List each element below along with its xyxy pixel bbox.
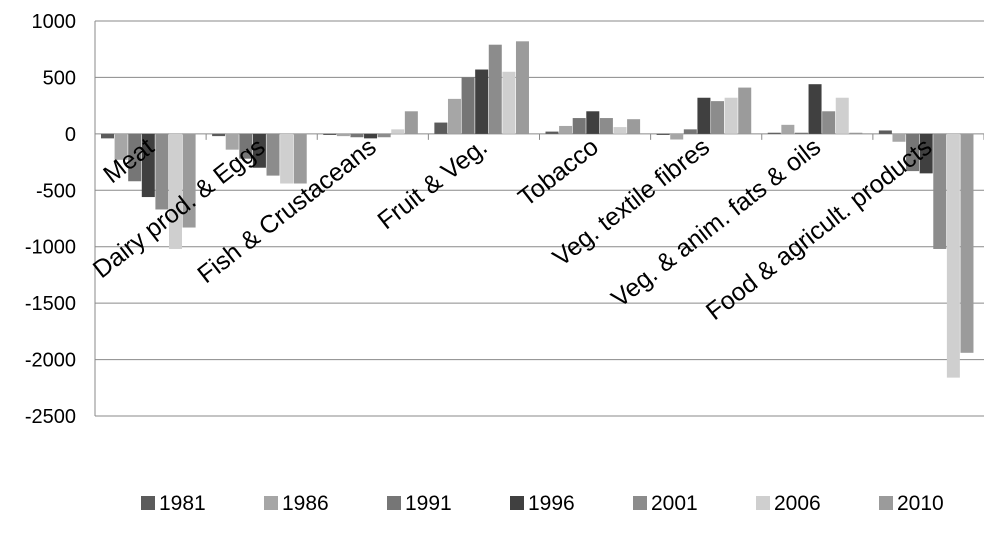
bar-1991-cat-3 (461, 77, 475, 134)
bar-1981-cat-1 (212, 133, 226, 137)
bar-2010-cat-1 (293, 133, 307, 184)
bar-2006-cat-5 (724, 97, 738, 134)
bar-2006-cat-1 (280, 133, 294, 184)
bar-2001-cat-1 (266, 133, 280, 176)
bar-2010-cat-4 (627, 119, 641, 134)
bar-1991-cat-2 (350, 133, 364, 138)
legend-label: 2010 (897, 492, 944, 515)
bar-1991-cat-6 (794, 132, 808, 134)
bar-1986-cat-3 (447, 98, 461, 134)
legend: 1981 1986 1991 1996 2001 2006 2010 (141, 492, 944, 515)
bar-1991-cat-0 (128, 133, 142, 182)
y-tick-label: 0 (65, 124, 76, 146)
y-tick-label: -1500 (25, 293, 76, 315)
bar-1986-cat-5 (670, 133, 684, 140)
bar-1996-cat-1 (252, 133, 266, 168)
bar-1996-cat-6 (808, 84, 822, 134)
y-tick-label: 500 (43, 67, 76, 89)
bar-1981-cat-4 (545, 131, 559, 134)
category-label: Veg. & anim. fats & oils (606, 133, 826, 313)
axes (94, 21, 984, 416)
bar-2010-cat-5 (738, 87, 752, 134)
bar-1986-cat-2 (336, 133, 350, 137)
legend-label: 2001 (651, 492, 698, 515)
bar-1991-cat-7 (906, 133, 920, 172)
legend-label: 1981 (159, 492, 206, 515)
bar-1996-cat-5 (697, 97, 711, 134)
bar-1981-cat-3 (434, 122, 448, 134)
legend-swatch (510, 496, 524, 510)
y-axis-tick-labels: 1000 500 0 -500 -1000 -1500 -2000 -2500 (25, 11, 76, 428)
bar-1996-cat-2 (364, 133, 378, 139)
bar-1986-cat-0 (114, 133, 128, 160)
legend-swatch (879, 496, 893, 510)
legend-swatch (756, 496, 770, 510)
bar-2010-cat-7 (960, 133, 974, 353)
bar-1981-cat-2 (323, 133, 337, 135)
bar-2006-cat-2 (391, 129, 405, 134)
bar-2001-cat-2 (377, 133, 391, 138)
legend-label: 1996 (528, 492, 575, 515)
legend-swatch (264, 496, 278, 510)
bar-1981-cat-5 (656, 133, 670, 135)
bar-2001-cat-4 (599, 118, 613, 134)
category-label: Tobacco (513, 133, 604, 212)
bar-1996-cat-4 (586, 111, 600, 134)
y-tick-label: -2000 (25, 350, 76, 372)
bar-2001-cat-0 (155, 133, 169, 210)
bar-1996-cat-7 (919, 133, 933, 174)
bar-1996-cat-3 (475, 69, 489, 134)
bar-1981-cat-7 (878, 130, 892, 134)
bar-1996-cat-0 (141, 133, 155, 198)
bar-1986-cat-7 (892, 133, 906, 142)
y-tick-label: -1000 (25, 237, 76, 259)
y-tick-label: -500 (36, 180, 76, 202)
bar-1986-cat-4 (559, 125, 573, 134)
bar-1991-cat-4 (572, 118, 586, 134)
bar-1981-cat-6 (767, 132, 781, 134)
bar-2006-cat-0 (169, 133, 182, 249)
bar-1991-cat-1 (239, 133, 253, 159)
bar-1991-cat-5 (683, 129, 697, 134)
bar-1981-cat-0 (101, 133, 114, 139)
legend-label: 2006 (774, 492, 821, 515)
bar-2001-cat-7 (933, 133, 947, 249)
legend-label: 1986 (282, 492, 329, 515)
bar-2001-cat-5 (711, 101, 725, 134)
category-label: Fruit & Veg. (372, 133, 492, 235)
bar-1986-cat-1 (225, 133, 239, 150)
y-tick-label: -2500 (25, 406, 76, 428)
y-tick-label: 1000 (32, 11, 77, 33)
bar-2010-cat-2 (404, 111, 418, 134)
bar-2010-cat-6 (849, 132, 863, 134)
bar-2006-cat-4 (613, 127, 627, 134)
bars (101, 41, 974, 378)
bar-2010-cat-0 (182, 133, 196, 228)
bar-2006-cat-3 (502, 71, 516, 134)
bar-2001-cat-6 (822, 111, 836, 134)
bar-2001-cat-3 (488, 44, 502, 134)
bar-1986-cat-6 (781, 124, 795, 134)
bar-2006-cat-7 (946, 133, 960, 378)
legend-swatch (141, 496, 155, 510)
bar-2010-cat-3 (515, 41, 529, 134)
legend-swatch (633, 496, 647, 510)
bar-2006-cat-6 (835, 97, 849, 134)
legend-swatch (387, 496, 401, 510)
category-label: Food & agricult. products (701, 133, 937, 326)
legend-label: 1991 (405, 492, 452, 515)
